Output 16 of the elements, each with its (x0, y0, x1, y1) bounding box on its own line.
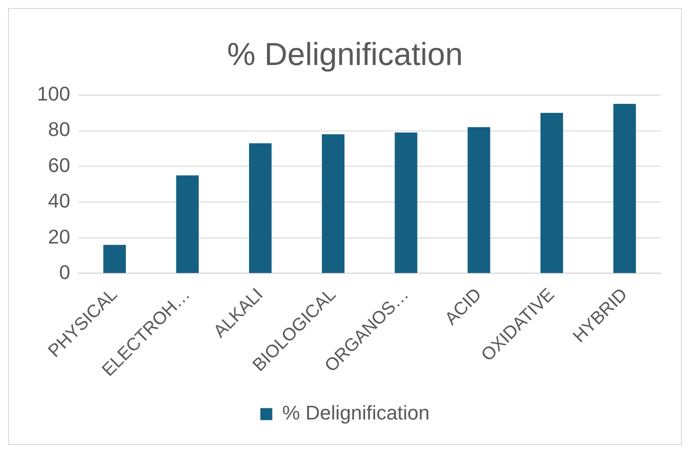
bar (394, 132, 418, 273)
y-tick-label: 0 (59, 262, 70, 284)
y-tick-label: 100 (36, 84, 70, 106)
y-tick-label: 60 (48, 154, 70, 177)
y-tick-label: 80 (48, 119, 70, 142)
y-tick-label: 40 (48, 190, 70, 213)
bar (322, 134, 344, 273)
bar (540, 112, 564, 273)
bar (613, 104, 636, 273)
bar (176, 175, 199, 273)
chart-title: % Delignification (227, 36, 463, 72)
bar (249, 143, 272, 273)
legend-label: % Delignification (282, 402, 430, 425)
y-tick-label: 20 (48, 226, 70, 248)
bar (103, 244, 126, 273)
bar (468, 127, 490, 273)
